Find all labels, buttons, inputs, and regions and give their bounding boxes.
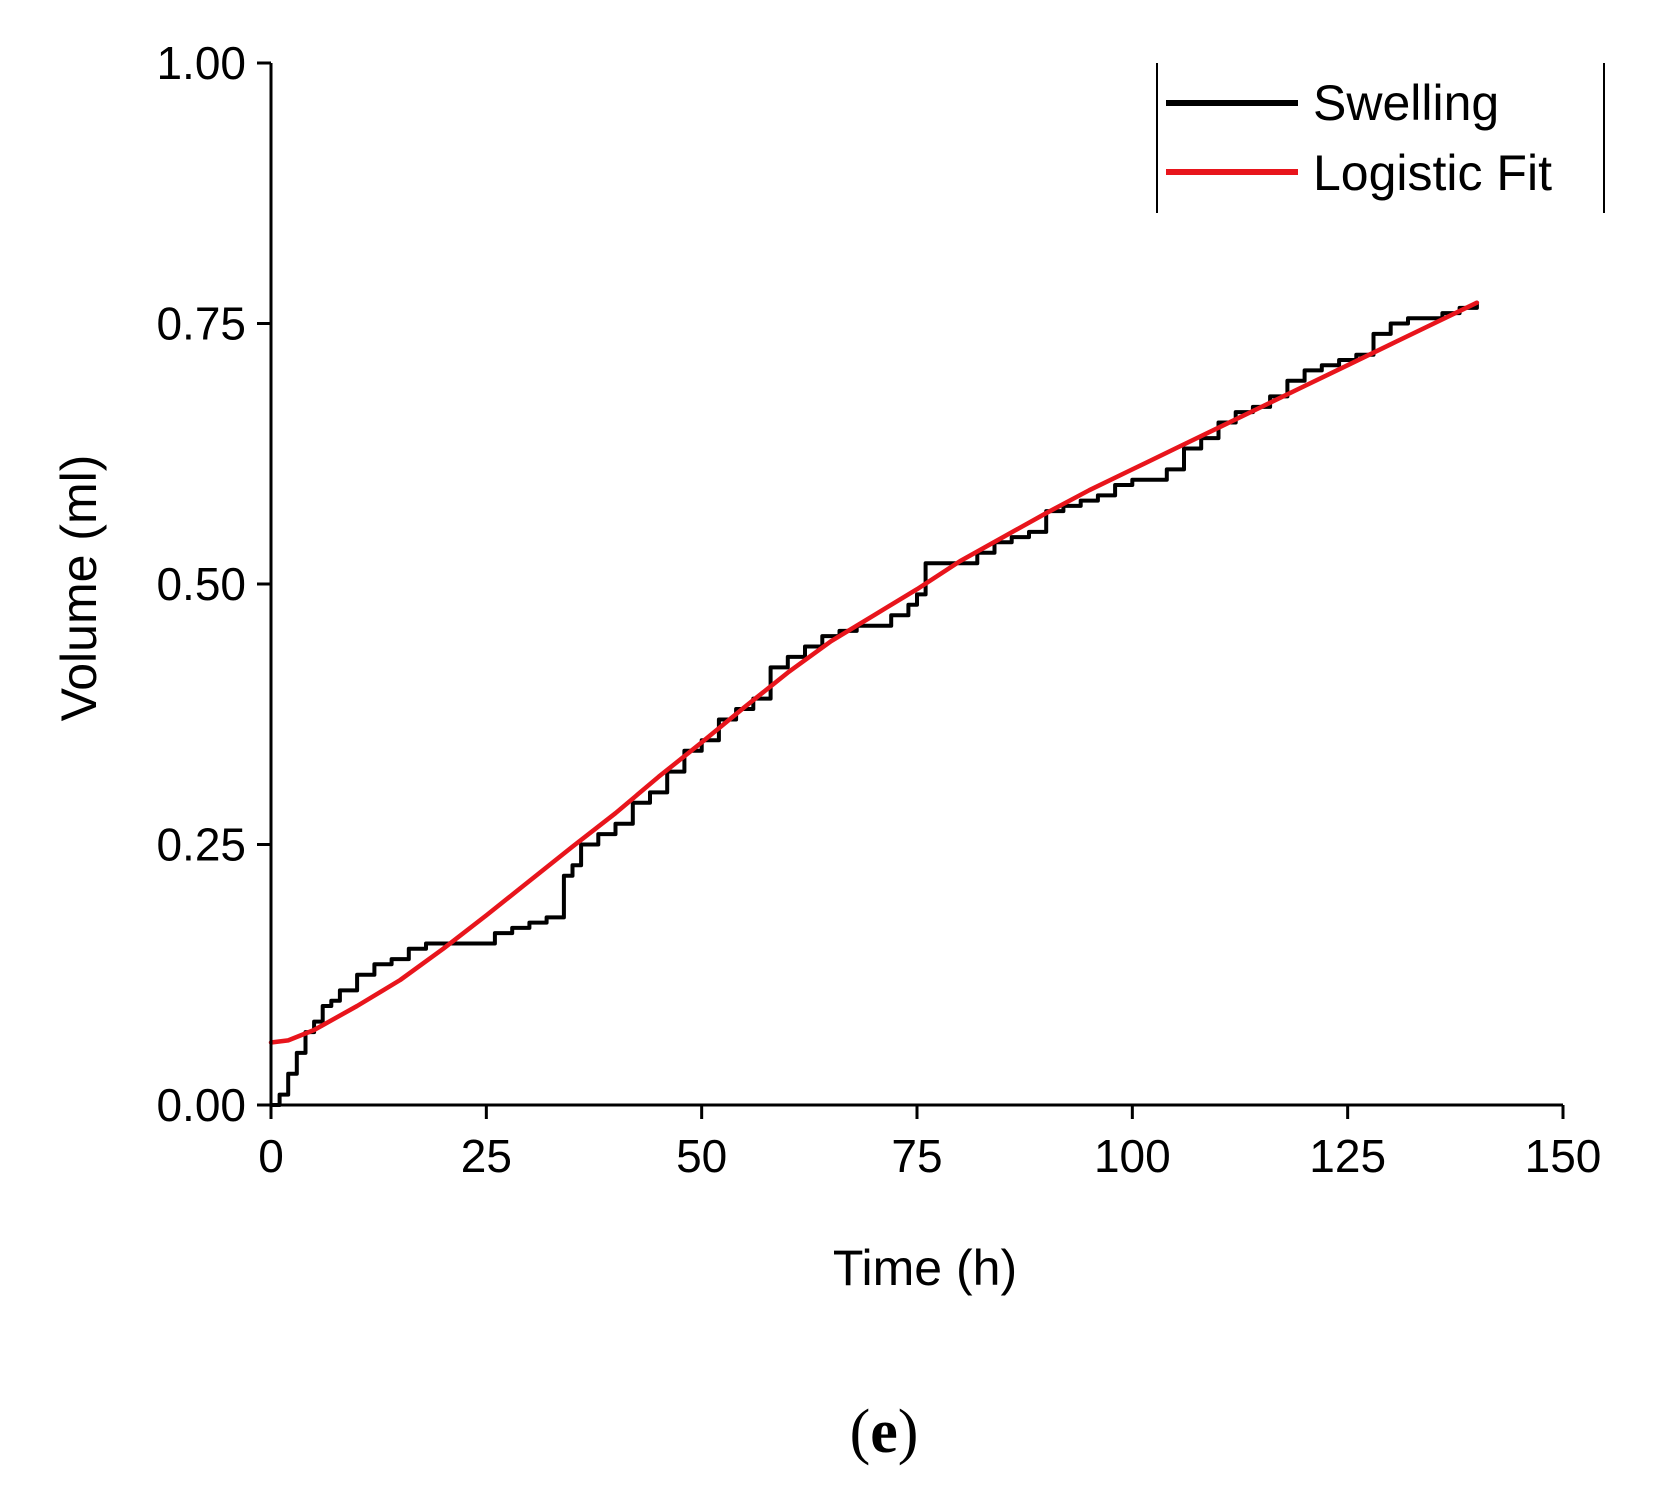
x-tick-label-5: 125 <box>1309 1130 1386 1182</box>
x-tick-label-2: 50 <box>676 1130 727 1182</box>
x-axis-title: Time (h) <box>833 1240 1017 1296</box>
x-tick-label-4: 100 <box>1094 1130 1171 1182</box>
x-tick-label-1: 25 <box>461 1130 512 1182</box>
panel-label: (e) <box>850 1398 919 1466</box>
x-tick-label-0: 0 <box>258 1130 284 1182</box>
y-tick-label-4: 1.00 <box>156 37 246 89</box>
x-tick-label-6: 150 <box>1525 1130 1602 1182</box>
panel-label-letter: e <box>870 1398 898 1466</box>
legend-label-swelling: Swelling <box>1313 75 1499 131</box>
panel-label-close: ) <box>898 1398 919 1466</box>
y-tick-label-1: 0.25 <box>156 819 246 871</box>
series-line-swelling <box>269 300 1479 1107</box>
series-line-logistic-fit <box>268 300 1480 1045</box>
legend: Swelling Logistic Fit <box>1156 63 1605 213</box>
series-layer <box>268 300 1480 1107</box>
panel-label-open: ( <box>850 1398 871 1466</box>
y-tick-label-3: 0.75 <box>156 298 246 350</box>
legend-label-logistic-fit: Logistic Fit <box>1313 145 1552 201</box>
y-tick-label-2: 0.50 <box>156 558 246 610</box>
axes-layer: 0 25 50 75 100 125 150 0.00 0.25 0.50 0.75 1.00 <box>156 37 1601 1182</box>
y-axis-title: Volume (ml) <box>51 455 107 722</box>
y-tick-label-0: 0.00 <box>156 1079 246 1131</box>
x-tick-label-3: 75 <box>891 1130 942 1182</box>
